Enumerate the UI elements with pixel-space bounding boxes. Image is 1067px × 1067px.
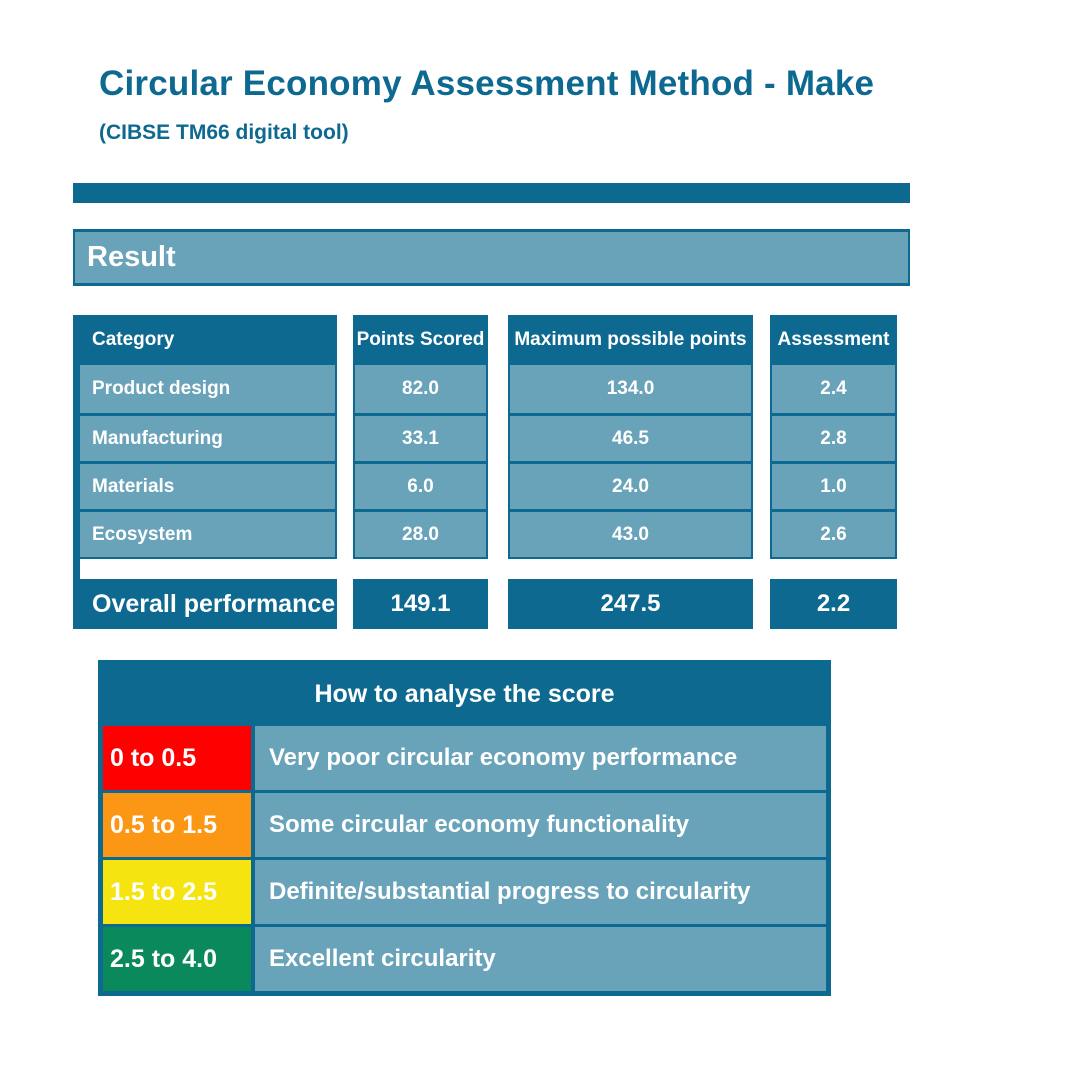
band-gap: [73, 203, 910, 229]
category-cell: Materials: [80, 461, 335, 509]
result-banner: Result: [73, 229, 910, 286]
overall-assessment: 2.2: [770, 579, 897, 629]
table-spacer: [770, 559, 897, 579]
legend-title: How to analyse the score: [314, 679, 615, 708]
legend-row: 1.5 to 2.5 Definite/substantial progress…: [103, 860, 826, 924]
legend-description: Excellent circularity: [255, 927, 826, 991]
legend-range-badge: 1.5 to 2.5: [103, 860, 251, 924]
column-body-category: Product design Manufacturing Materials E…: [80, 365, 337, 559]
assessment-cell: 1.0: [772, 461, 895, 509]
legend-range-badge: 0 to 0.5: [103, 726, 251, 790]
overall-max: 247.5: [508, 579, 753, 629]
result-section: Result: [73, 183, 910, 286]
points-cell: 33.1: [355, 413, 486, 461]
legend-description: Definite/substantial progress to circula…: [255, 860, 826, 924]
result-label: Result: [87, 241, 176, 273]
column-body-assessment: 2.4 2.8 1.0 2.6: [770, 365, 897, 559]
category-cell: Product design: [92, 378, 231, 399]
results-table: Category Product design Manufacturing Ma…: [73, 315, 897, 629]
top-accent-bar: [73, 183, 910, 203]
max-cell: 134.0: [606, 378, 655, 399]
column-assessment: Assessment 2.4 2.8 1.0 2.6 2.2: [770, 315, 897, 629]
page-subtitle: (CIBSE TM66 digital tool): [99, 121, 349, 144]
legend-description: Very poor circular economy performance: [255, 726, 826, 790]
column-maximum-points: Maximum possible points 134.0 46.5 24.0 …: [508, 315, 753, 629]
legend-description: Some circular economy functionality: [255, 793, 826, 857]
table-spacer: [353, 559, 488, 579]
column-header-category: Category: [80, 315, 337, 365]
points-cell: 6.0: [355, 461, 486, 509]
legend-row: 2.5 to 4.0 Excellent circularity: [103, 927, 826, 991]
column-header-points: Points Scored: [353, 315, 488, 365]
legend-range-badge: 2.5 to 4.0: [103, 927, 251, 991]
table-spacer: [80, 559, 337, 579]
points-cell: 28.0: [355, 509, 486, 557]
legend-row: 0.5 to 1.5 Some circular economy functio…: [103, 793, 826, 857]
max-cell: 43.0: [510, 509, 751, 557]
category-cell: Ecosystem: [80, 509, 335, 557]
legend-row: 0 to 0.5 Very poor circular economy perf…: [103, 726, 826, 790]
assessment-cell: 2.6: [772, 509, 895, 557]
page-title: Circular Economy Assessment Method - Mak…: [99, 64, 875, 103]
column-category: Category Product design Manufacturing Ma…: [73, 315, 337, 629]
column-header-assessment: Assessment: [770, 315, 897, 365]
points-cell: 82.0: [402, 378, 439, 399]
score-legend: How to analyse the score 0 to 0.5 Very p…: [98, 660, 831, 996]
overall-points: 149.1: [353, 579, 488, 629]
column-body-maximum: 134.0 46.5 24.0 43.0: [508, 365, 753, 559]
column-points-scored: Points Scored 82.0 33.1 6.0 28.0 149.1: [353, 315, 488, 629]
table-spacer: [508, 559, 753, 579]
category-cell: Manufacturing: [80, 413, 335, 461]
max-cell: 24.0: [510, 461, 751, 509]
assessment-cell: 2.8: [772, 413, 895, 461]
overall-label: Overall performance: [80, 579, 337, 629]
max-cell: 46.5: [510, 413, 751, 461]
legend-range-badge: 0.5 to 1.5: [103, 793, 251, 857]
assessment-cell: 2.4: [820, 378, 847, 399]
column-body-points: 82.0 33.1 6.0 28.0: [353, 365, 488, 559]
column-header-maximum: Maximum possible points: [508, 315, 753, 365]
